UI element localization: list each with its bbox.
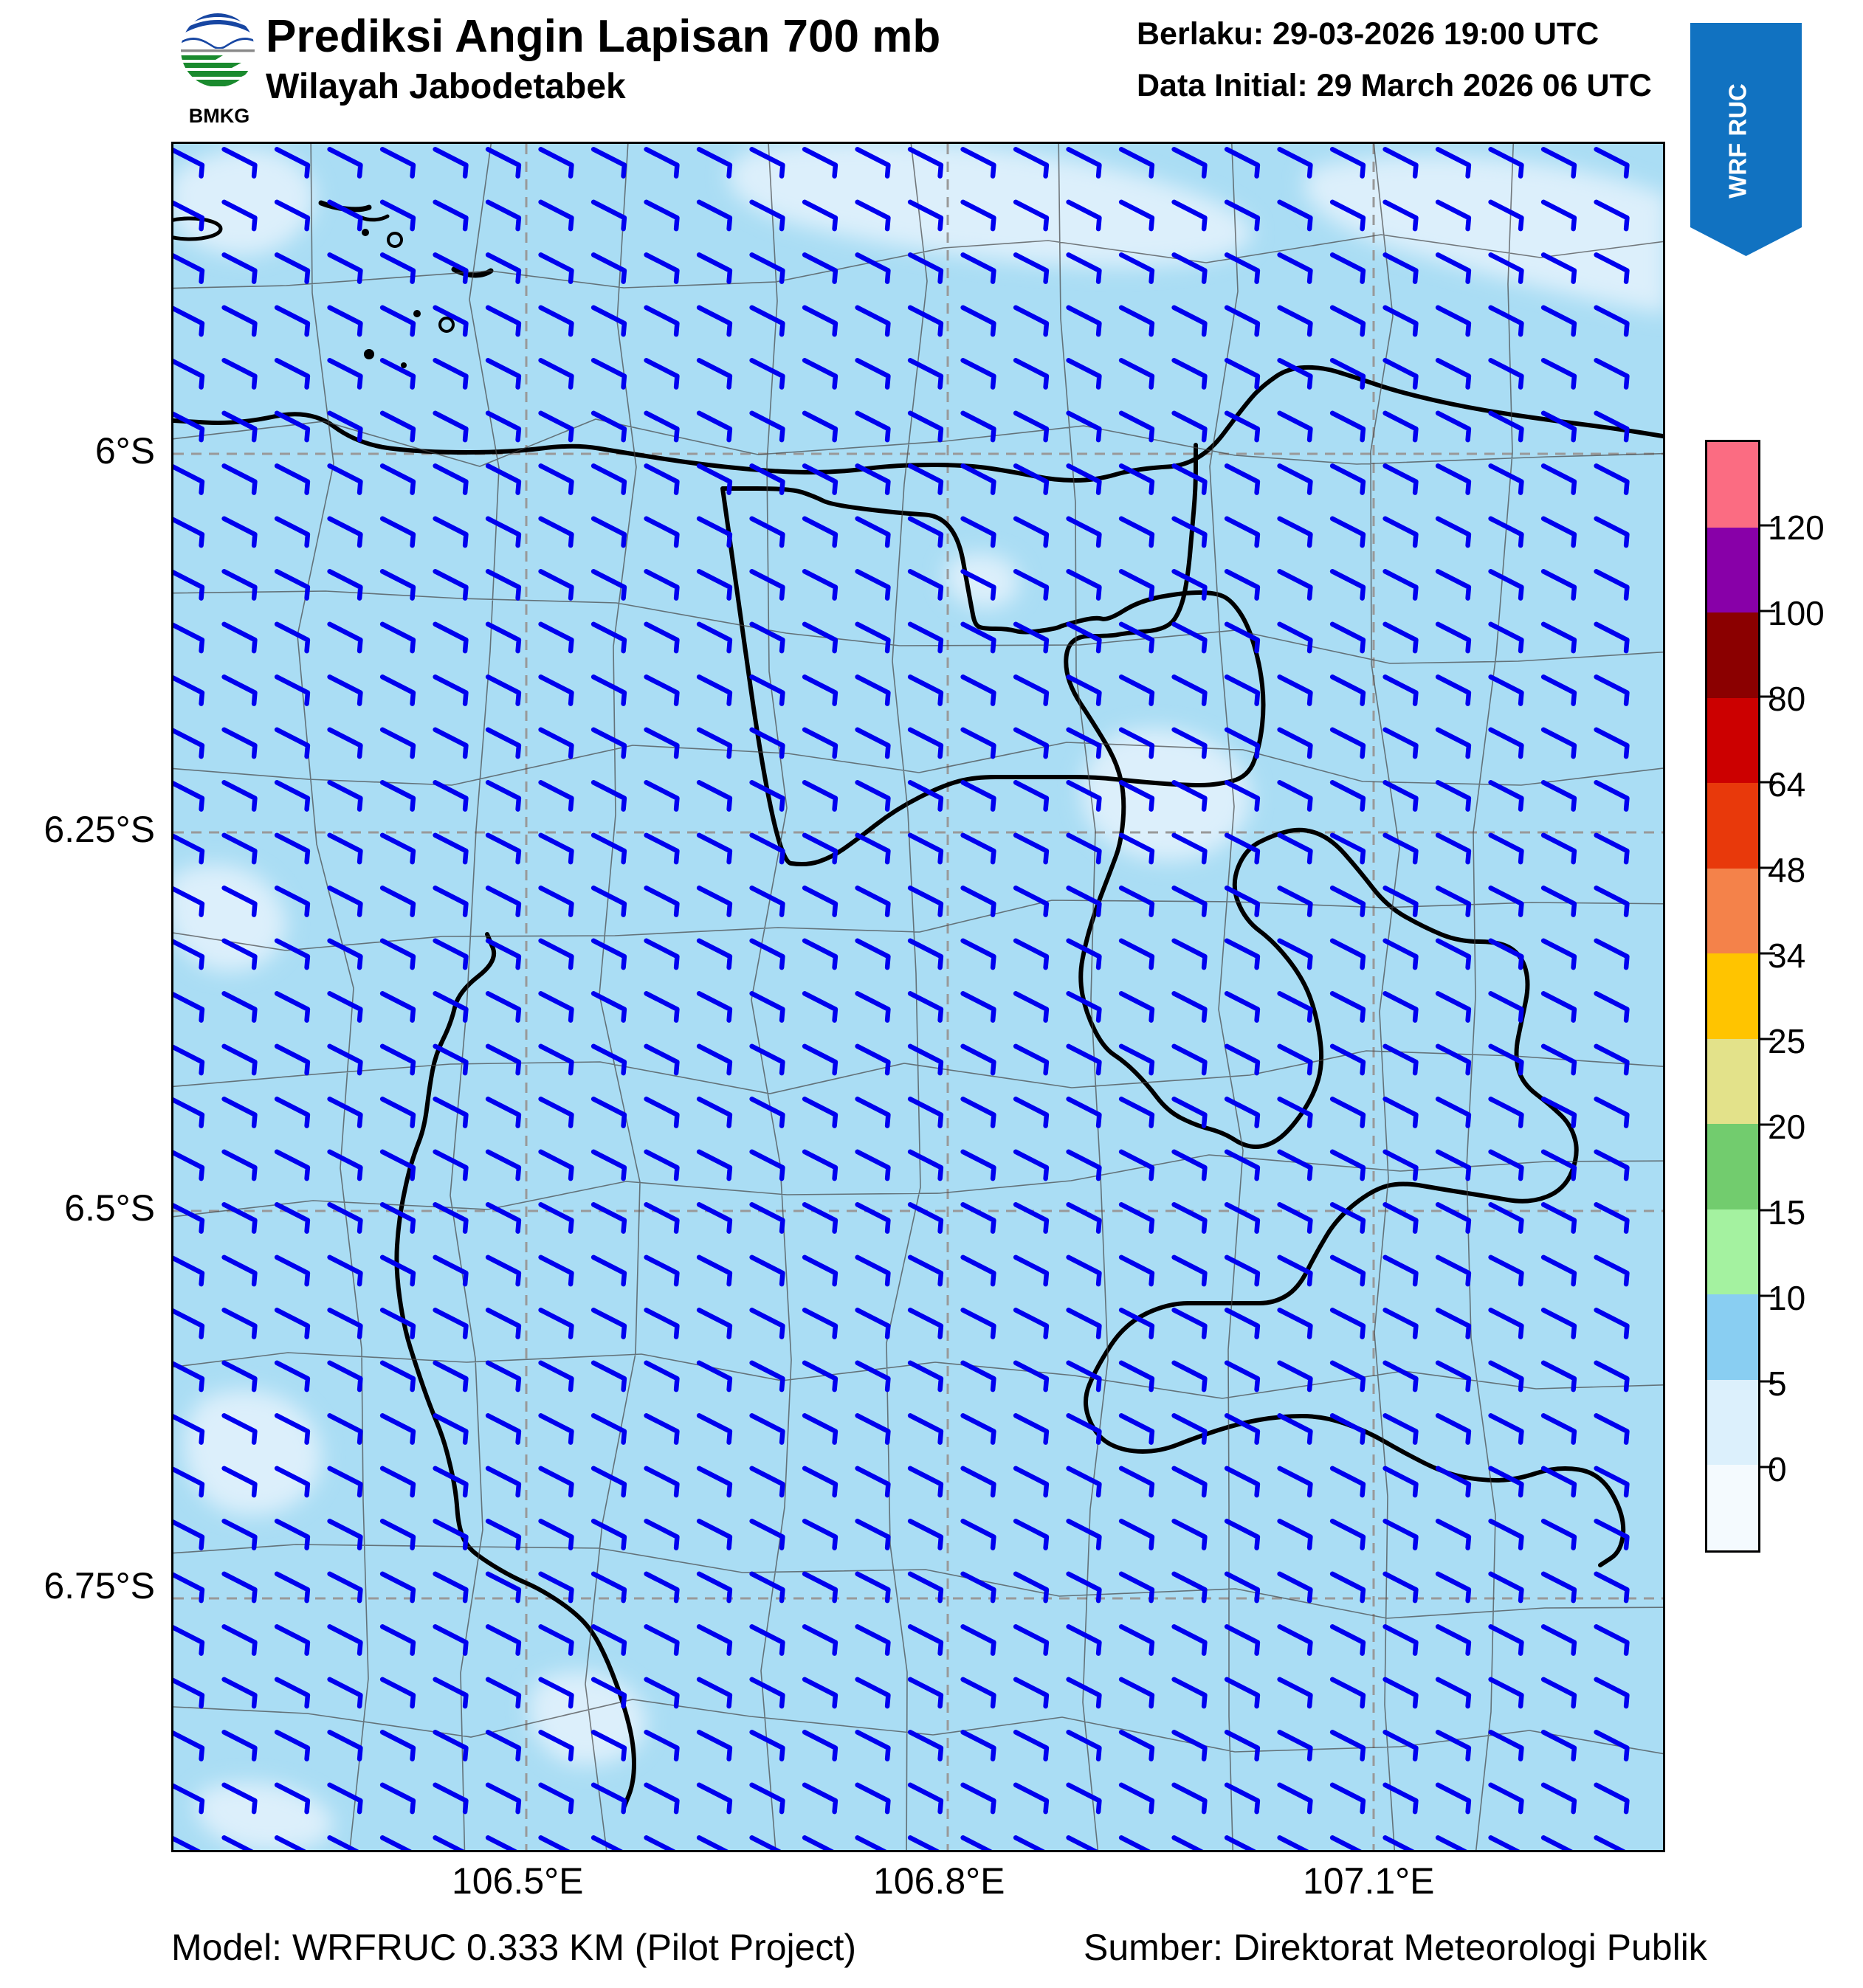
svg-text:BMKG: BMKG xyxy=(189,105,250,127)
svg-text:WRF RUC: WRF RUC xyxy=(1724,83,1752,199)
